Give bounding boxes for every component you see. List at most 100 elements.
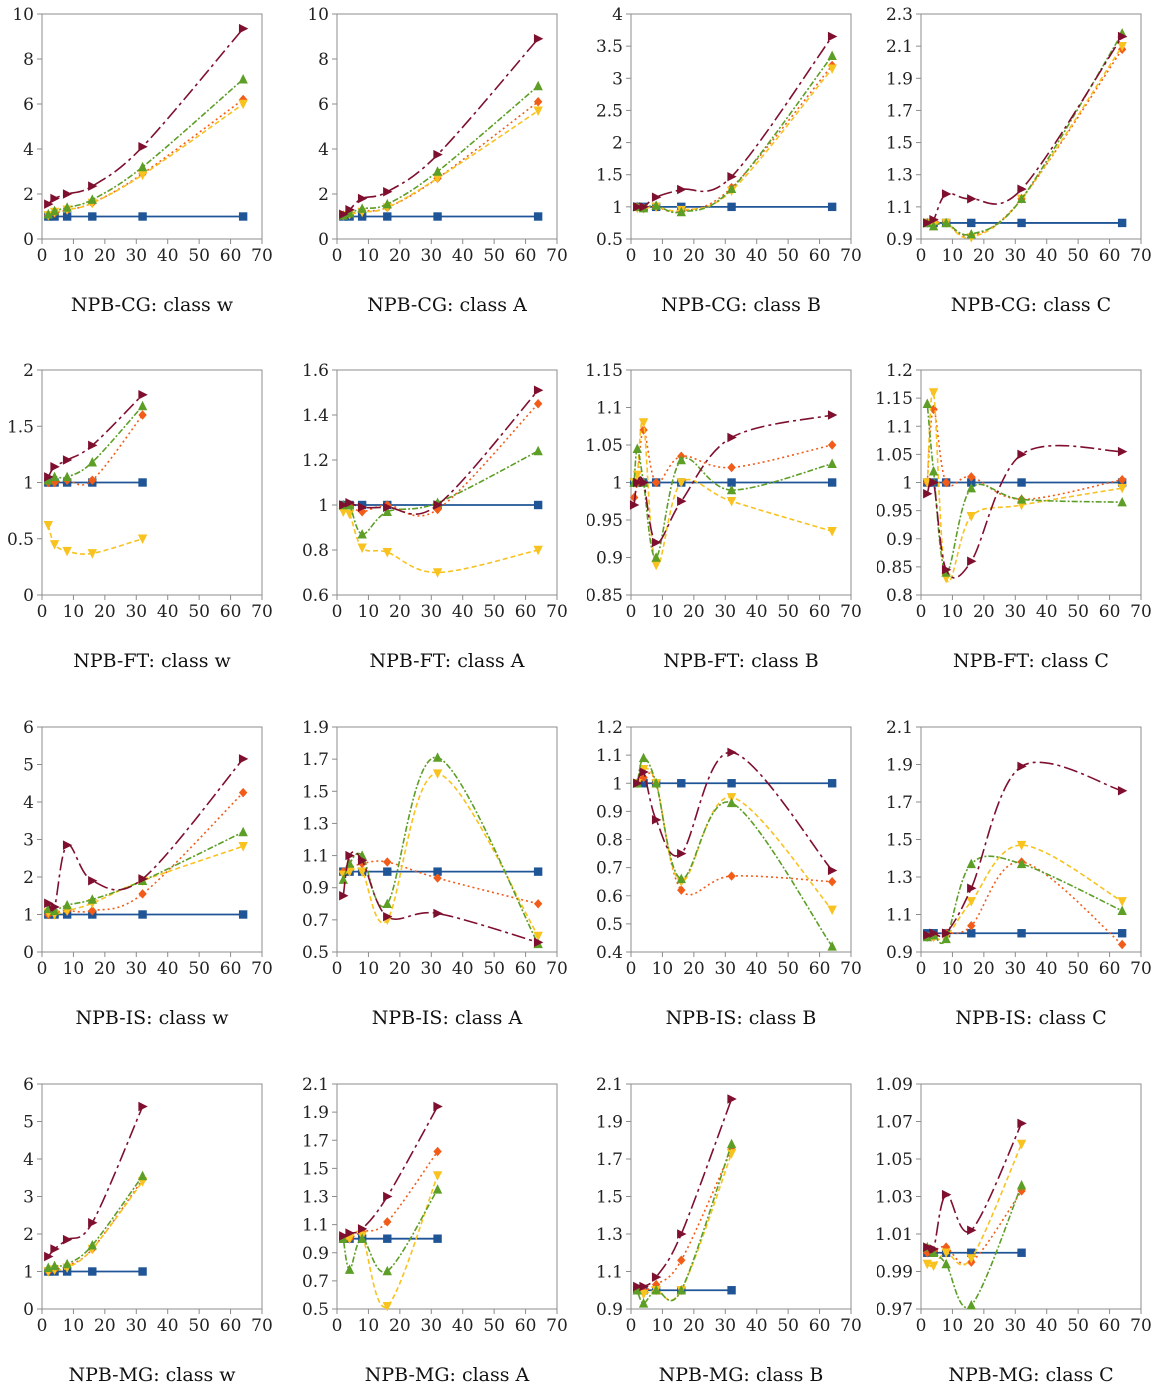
x-tick-label: 10 bbox=[63, 1316, 85, 1336]
series-line bbox=[926, 444, 1123, 579]
y-tick-label: 1.1 bbox=[886, 198, 913, 218]
data-point bbox=[533, 97, 543, 107]
x-tick-label: 10 bbox=[358, 1316, 380, 1336]
series-s5 bbox=[923, 761, 1128, 940]
series-line bbox=[926, 403, 1123, 574]
data-point bbox=[967, 556, 977, 566]
x-tick-label: 30 bbox=[420, 602, 442, 622]
y-tick-label: 2 bbox=[318, 185, 329, 205]
y-tick-label: 1 bbox=[612, 474, 623, 494]
plot-frame bbox=[41, 726, 263, 953]
x-tick-label: 70 bbox=[1130, 246, 1152, 266]
data-point bbox=[338, 874, 348, 884]
data-point bbox=[967, 1248, 976, 1257]
data-point bbox=[1017, 449, 1027, 460]
data-point bbox=[1017, 1248, 1026, 1257]
data-point bbox=[49, 905, 60, 915]
x-tick-label: 70 bbox=[840, 246, 862, 266]
y-tick-label: 1.7 bbox=[886, 101, 913, 121]
y-tick-label: 1.1 bbox=[596, 1263, 623, 1283]
y-tick-label: 0.5 bbox=[596, 230, 623, 250]
y-tick-label: 1.1 bbox=[886, 417, 913, 437]
x-tick-label: 10 bbox=[652, 1316, 674, 1336]
x-tick-label: 60 bbox=[809, 246, 831, 266]
y-tick-label: 1.3 bbox=[886, 868, 913, 888]
series-s2 bbox=[339, 1146, 442, 1244]
series-s5 bbox=[633, 1094, 737, 1292]
x-tick-label: 30 bbox=[1004, 1316, 1026, 1336]
data-point bbox=[676, 873, 686, 884]
data-point bbox=[533, 212, 543, 221]
x-tick-label: 40 bbox=[157, 602, 179, 622]
series-s1 bbox=[629, 478, 837, 487]
series-s1 bbox=[923, 218, 1127, 228]
data-point bbox=[344, 509, 355, 520]
data-point bbox=[629, 500, 640, 510]
series-line bbox=[927, 45, 1123, 239]
series-s5 bbox=[339, 1101, 443, 1241]
y-tick-label: 1 bbox=[23, 474, 34, 494]
y-tick-label: 1.1 bbox=[596, 746, 623, 766]
y-tick-label: 5 bbox=[23, 1113, 34, 1133]
x-tick-label: 50 bbox=[1067, 1316, 1089, 1336]
x-tick-label: 0 bbox=[916, 246, 927, 266]
y-tick-label: 3 bbox=[23, 1188, 34, 1208]
data-point bbox=[941, 189, 952, 199]
y-tick-label: 3.5 bbox=[596, 37, 623, 57]
x-tick-label: 0 bbox=[332, 959, 343, 979]
data-point bbox=[923, 218, 933, 228]
data-point bbox=[651, 560, 661, 571]
x-tick-label: 40 bbox=[157, 1316, 179, 1336]
data-point bbox=[357, 543, 367, 553]
data-point bbox=[827, 64, 837, 74]
data-point bbox=[88, 1218, 98, 1228]
data-point bbox=[43, 209, 53, 219]
data-point bbox=[357, 203, 367, 213]
x-tick-label: 40 bbox=[746, 246, 768, 266]
series-s3 bbox=[922, 840, 1127, 943]
data-point bbox=[1117, 905, 1127, 915]
x-tick-label: 70 bbox=[1130, 1316, 1152, 1336]
series-s2 bbox=[633, 1144, 736, 1295]
series-line bbox=[342, 756, 539, 945]
x-tick-label: 10 bbox=[358, 246, 380, 266]
x-tick-label: 30 bbox=[714, 959, 736, 979]
x-tick-label: 50 bbox=[1067, 959, 1089, 979]
x-tick-label: 50 bbox=[1067, 246, 1089, 266]
data-point bbox=[533, 867, 543, 876]
x-tick-label: 60 bbox=[220, 959, 242, 979]
data-point bbox=[633, 477, 643, 488]
series-s5 bbox=[633, 747, 838, 876]
plot-frame bbox=[630, 1083, 852, 1310]
y-tick-label: 1.15 bbox=[877, 389, 913, 409]
series-line bbox=[343, 509, 539, 574]
data-point bbox=[727, 1286, 736, 1295]
data-point bbox=[633, 1281, 643, 1292]
y-tick-label: 0.5 bbox=[596, 915, 623, 935]
plot-frame bbox=[920, 1083, 1142, 1310]
x-tick-label: 10 bbox=[942, 959, 964, 979]
x-tick-label: 70 bbox=[251, 602, 273, 622]
series-s2 bbox=[44, 94, 248, 221]
series-line bbox=[343, 101, 539, 217]
data-point bbox=[827, 478, 837, 487]
series-line bbox=[343, 110, 539, 217]
y-tick-label: 1.7 bbox=[596, 1150, 623, 1170]
data-point bbox=[62, 455, 73, 465]
data-point bbox=[357, 855, 368, 866]
data-point bbox=[827, 905, 837, 916]
data-point bbox=[633, 202, 643, 212]
y-tick-label: 1.6 bbox=[302, 361, 329, 381]
data-point bbox=[87, 194, 97, 204]
chart-panel: 0 10 20 30 40 50 60 70 0 2 4 6 8 10 bbox=[307, 5, 567, 266]
chart-panel: 0 10 20 30 40 50 60 70 0.97 0.99 1.01 1.03 1.05 1.07 1… bbox=[877, 1075, 1152, 1336]
x-tick-label: 60 bbox=[1099, 246, 1121, 266]
data-point bbox=[827, 31, 838, 42]
data-point bbox=[383, 212, 392, 221]
data-point bbox=[1017, 184, 1027, 194]
data-point bbox=[827, 779, 837, 788]
data-point bbox=[533, 34, 544, 44]
y-tick-label: 1.2 bbox=[886, 361, 913, 381]
plot-frame bbox=[41, 13, 263, 240]
data-point bbox=[1117, 483, 1127, 494]
